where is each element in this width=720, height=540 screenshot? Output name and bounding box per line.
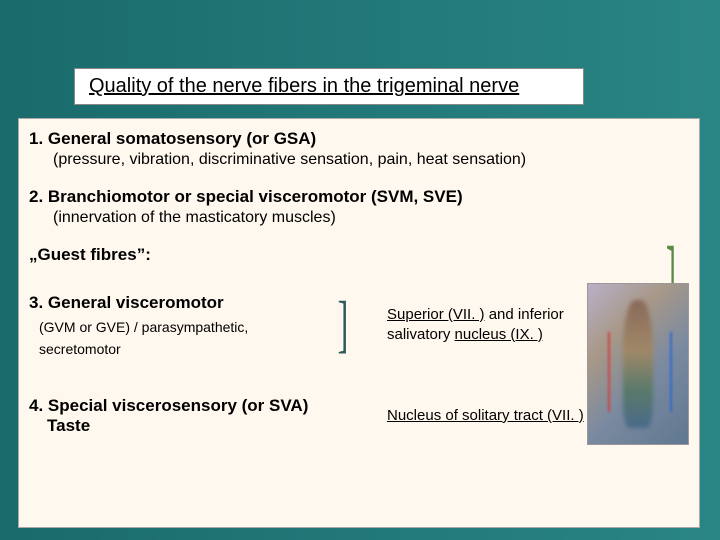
item-2-heading: 2. Branchiomotor or special visceromotor… <box>29 187 689 207</box>
item-1-sub: (pressure, vibration, discriminative sen… <box>53 151 689 169</box>
bottom-grid: 3. General visceromotor (GVM or GVE) / p… <box>29 283 689 445</box>
item-3-block: 3. General visceromotor (GVM or GVE) / p… <box>29 293 329 357</box>
item-1-heading: 1. General somatosensory (or GSA) <box>29 129 689 149</box>
slide-title: Quality of the nerve fibers in the trige… <box>74 68 584 105</box>
item-3-heading: 3. General visceromotor <box>29 293 329 313</box>
brainstem-illustration <box>587 283 689 445</box>
item-3-sub1: (GVM or GVE) / parasympathetic, <box>39 319 329 335</box>
item-2-sub: (innervation of the masticatory muscles) <box>53 209 689 227</box>
item-4-block: 4. Special viscerosensory (or SVA) Taste <box>29 396 329 436</box>
item-3-right: Superior (VII. ) and inferior salivatory… <box>387 305 587 344</box>
item-4-sub: Taste <box>47 416 329 436</box>
guest-fibres-label: „Guest fibres”: <box>29 245 689 265</box>
item-3-sub2: secretomotor <box>39 341 329 357</box>
content-area: ] 1. General somatosensory (or GSA) (pre… <box>18 118 700 528</box>
item-4-right: Nucleus of solitary tract (VII. ) <box>387 406 587 426</box>
item-4-heading: 4. Special viscerosensory (or SVA) <box>29 396 329 416</box>
bracket-icon: ] <box>336 305 350 343</box>
